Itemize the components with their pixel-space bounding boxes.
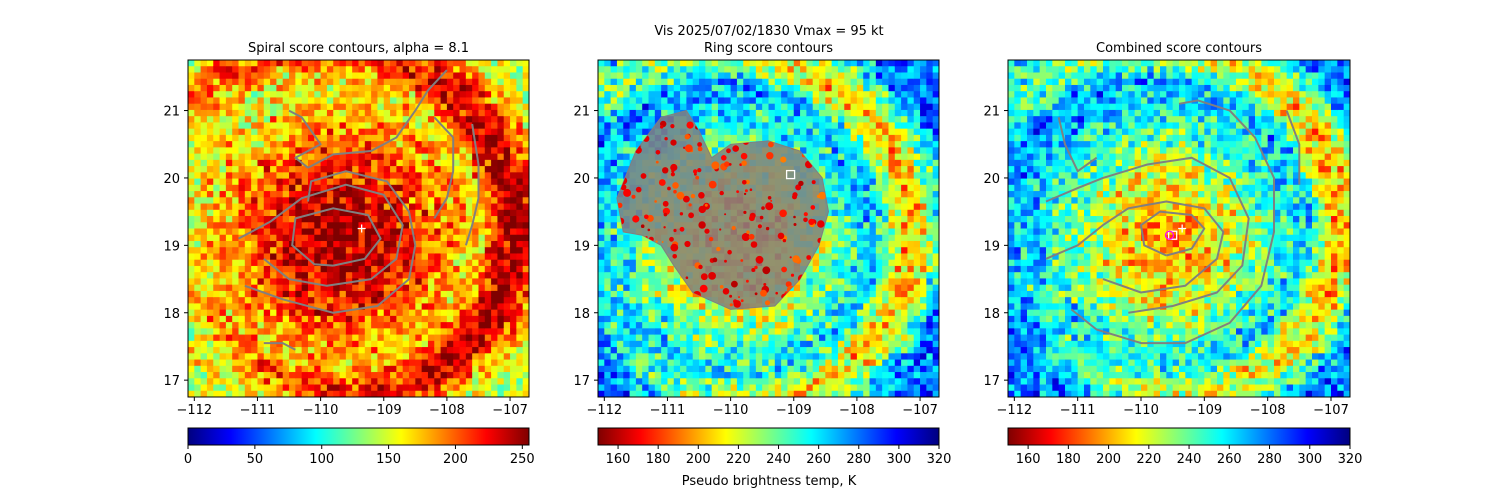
y-tick-label: 20: [573, 172, 590, 187]
colorbar-tick-label: 280: [1257, 452, 1282, 467]
y-tick-label: 17: [983, 374, 1000, 389]
colorbar-spiral: 0 50 100 150 200 250: [184, 427, 535, 467]
colorbar-tick-label: 150: [376, 452, 401, 467]
panel-combined: Combined score contours −112 −111 −110 −109 −…: [983, 41, 1351, 418]
x-tick-label: −110: [713, 403, 749, 418]
x-tick-label: −112: [586, 403, 622, 418]
y-tick-label: 20: [983, 172, 1000, 187]
panel-spiral: Spiral score contours, alpha = 8.1 −112 −1…: [163, 41, 530, 418]
panel-ring: Ring score contours −112 −111 −110 −109 −108 −…: [573, 41, 940, 418]
panel-title: Ring score contours: [704, 41, 833, 56]
max-score-plus-marker: [357, 224, 366, 233]
colorbar-tick-label: 280: [846, 452, 871, 467]
y-tick-label: 19: [163, 239, 180, 254]
colorbar-tick-label: 0: [184, 452, 192, 467]
x-tick-label: −109: [366, 403, 402, 418]
colorbar-tick-label: 100: [309, 452, 334, 467]
y-tick-label: 19: [983, 239, 1000, 254]
panel-title: Spiral score contours, alpha = 8.1: [248, 41, 469, 56]
colorbar-tick-label: 240: [766, 452, 791, 467]
colorbar-tick-label: 260: [1217, 452, 1242, 467]
colorbar-tick-label: 240: [1177, 452, 1202, 467]
x-tick-label: −107: [492, 403, 528, 418]
y-tick-label: 21: [573, 105, 590, 120]
colorbar-tick-label: 320: [1338, 452, 1363, 467]
y-tick-label: 21: [163, 105, 180, 120]
y-tick-label: 18: [163, 307, 180, 322]
x-tick-label: −108: [839, 403, 875, 418]
contour-line-2: [244, 170, 417, 314]
y-tick-label: 18: [573, 307, 590, 322]
contour-line-0: [1140, 210, 1206, 257]
colorbar-gradient: [1007, 427, 1351, 446]
axes-frame: [1007, 59, 1351, 398]
x-tick-label: −111: [1060, 403, 1096, 418]
max-score-square-marker: [785, 169, 796, 180]
x-tick-label: −109: [1186, 403, 1222, 418]
colorbar-tick-label: 160: [1016, 452, 1041, 467]
x-tick-label: −110: [303, 403, 339, 418]
x-tick-label: −107: [1313, 403, 1349, 418]
contour-line-1: [238, 183, 404, 287]
satellite-image: [598, 60, 939, 397]
center-circle-marker: [1164, 230, 1175, 240]
y-tick-label: 17: [163, 374, 180, 389]
axes-frame: [187, 59, 530, 398]
x-tick-label: −112: [176, 403, 212, 418]
colorbar-tick-label: 300: [886, 452, 911, 467]
colorbar-tick-label: 220: [726, 452, 751, 467]
x-tick-label: −111: [240, 403, 276, 418]
contour-line-5: [433, 116, 455, 219]
score-contours: [238, 69, 480, 351]
colorbar-tick-label: 160: [606, 452, 631, 467]
colorbar-tick-label: 220: [1136, 452, 1161, 467]
contour-line-1: [1045, 200, 1225, 294]
y-tick-label: 21: [983, 105, 1000, 120]
x-tick-label: −112: [996, 403, 1032, 418]
satellite-image: [188, 60, 529, 397]
colorbar-tick-label: 200: [686, 452, 711, 467]
colorbar-tick-label: 180: [1056, 452, 1081, 467]
contour-line-0: [291, 207, 382, 267]
panel-title: Combined score contours: [1096, 41, 1262, 56]
contour-line-3: [1070, 99, 1275, 345]
score-contours: [1045, 99, 1301, 345]
colorbar-tick-label: 180: [646, 452, 671, 467]
colorbar-tick-label: 260: [806, 452, 831, 467]
colorbar-tick-label: 50: [247, 452, 264, 467]
contour-line-4: [1057, 117, 1098, 173]
x-tick-label: −108: [429, 403, 465, 418]
y-tick-label: 20: [163, 172, 180, 187]
colorbar-tick-label: 250: [510, 452, 535, 467]
x-tick-label: −107: [902, 403, 938, 418]
colorbar-tick-label: 320: [927, 452, 952, 467]
contour-line-2: [1045, 156, 1250, 314]
contour-line-3: [307, 69, 448, 169]
ring-score-region: [616, 110, 830, 310]
y-tick-label: 19: [573, 239, 590, 254]
colorbar-tick-label: 200: [1096, 452, 1121, 467]
contour-line-5: [1285, 110, 1301, 185]
x-tick-label: −108: [1250, 403, 1286, 418]
colorbar-tick-label: 300: [1297, 452, 1322, 467]
contour-line-7: [263, 342, 296, 351]
x-tick-label: −110: [1123, 403, 1159, 418]
y-tick-label: 18: [983, 307, 1000, 322]
colorbar-label: Pseudo brightness temp, K: [682, 474, 857, 489]
figure-suptitle: Vis 2025/07/02/1830 Vmax = 95 kt: [654, 24, 883, 39]
y-tick-label: 17: [573, 374, 590, 389]
colorbar-combined: 160 180 200 220 240 260 280 300 320: [1007, 427, 1363, 467]
colorbar-gradient: [187, 427, 530, 446]
contour-line-4: [288, 109, 322, 169]
contour-line-6: [464, 123, 480, 246]
max-score-square-marker: [1168, 230, 1178, 240]
x-tick-label: −109: [776, 403, 812, 418]
colorbar-ring: 160 180 200 220 240 260 280 300 320: [597, 427, 952, 467]
x-tick-label: −111: [650, 403, 686, 418]
max-score-plus-marker: [1178, 224, 1187, 233]
colorbar-tick-label: 200: [443, 452, 468, 467]
axes-frame: [597, 59, 940, 398]
colorbar-gradient: [597, 427, 940, 446]
